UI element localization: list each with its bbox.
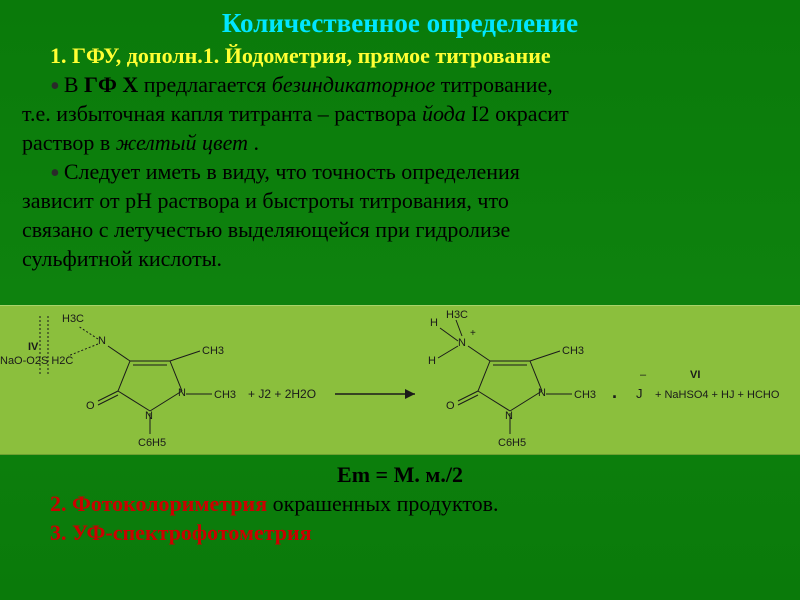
bullet-icon: • <box>50 71 60 102</box>
line-8: сульфитной кислоты. <box>22 244 778 273</box>
bullet-icon: • <box>50 158 60 189</box>
atom-N: N <box>178 387 186 399</box>
line-1-num: 1. <box>50 43 72 68</box>
atom-O: O <box>86 400 95 412</box>
label-c6h5: C6H5 <box>138 437 166 449</box>
reagents-left: + J2 + 2H2O <box>248 387 316 401</box>
line-3: т.е. избыточная капля титранта – раствор… <box>22 99 778 128</box>
slide: Количественное определение 1. ГФУ, допол… <box>0 0 800 600</box>
t: I2 окрасит <box>466 101 569 126</box>
atom-N: N <box>145 410 153 422</box>
atom-O: O <box>446 400 455 412</box>
left-molecule: N N O N H3C NaO-O2S H2C IV <box>0 313 236 449</box>
label-vi: VI <box>690 369 700 381</box>
line-7: связано с летучестью выделяющейся при ги… <box>22 215 778 244</box>
line-1-strong: ГФУ, дополн.1. Йодометрия, прямое титров… <box>72 43 551 68</box>
line-5: •Следует иметь в виду, что точность опре… <box>22 157 778 186</box>
arrow-icon <box>335 389 415 399</box>
atom-N: N <box>505 410 513 422</box>
label-iv: IV <box>28 341 39 353</box>
label-j: J <box>636 386 643 401</box>
label-minus: – <box>640 369 647 381</box>
t: . <box>248 130 259 155</box>
line-4: раствор в желтый цвет . <box>22 128 778 157</box>
reaction-strip: N N O N H3C NaO-O2S H2C IV <box>0 305 800 455</box>
label-ch3: CH3 <box>214 389 236 401</box>
strong: Фотоколориметрия <box>72 491 267 516</box>
t: титрование, <box>435 72 552 97</box>
line-1: 1. ГФУ, дополн.1. Йодометрия, прямое тит… <box>22 41 778 70</box>
line-6: зависит от рН раствора и быстроты титров… <box>22 186 778 215</box>
em-line: Em = М. м./2 <box>22 460 778 489</box>
atom-N: N <box>458 337 466 349</box>
bottom-line-3: 3. УФ-спектрофотометрия <box>22 518 778 547</box>
rest: окрашенных продуктов. <box>267 491 498 516</box>
bottom-block: Em = М. м./2 2. Фотоколориметрия окрашен… <box>22 460 778 547</box>
label-ch3: CH3 <box>202 345 224 357</box>
slide-title: Количественное определение <box>22 8 778 39</box>
t: В <box>64 72 84 97</box>
label-c6h5: C6H5 <box>498 437 526 449</box>
t: раствор в <box>22 130 116 155</box>
t: ГФ X <box>84 72 138 97</box>
reaction-diagram: N N O N H3C NaO-O2S H2C IV <box>0 306 800 456</box>
label-h: H <box>428 355 436 367</box>
t: безиндикаторное <box>272 72 435 97</box>
t: т.е. избыточная капля титранта – раствор… <box>22 101 422 126</box>
num: 2. <box>50 491 72 516</box>
products-right: + NaHSO4 + HJ + HCHO <box>655 389 780 401</box>
label-h3c: H3C <box>62 313 84 325</box>
label-h: H <box>430 317 438 329</box>
charge-plus: + <box>470 328 476 339</box>
label-h3c: H3C <box>446 309 468 321</box>
atom-N: N <box>538 387 546 399</box>
atom-N: N <box>98 335 106 347</box>
t: Следует иметь в виду, что точность опред… <box>64 159 520 184</box>
num: 3. <box>50 520 72 545</box>
line-2: •В ГФ X предлагается безиндикаторное тит… <box>22 70 778 99</box>
t: йода <box>422 101 466 126</box>
bottom-line-2: 2. Фотоколориметрия окрашенных продуктов… <box>22 489 778 518</box>
t: предлагается <box>138 72 272 97</box>
label-ch3: CH3 <box>562 345 584 357</box>
label-naoo2s: NaO-O2S H2C <box>0 355 73 367</box>
right-molecule: N N O N + H H H3C <box>428 309 596 449</box>
label-ch3: CH3 <box>574 389 596 401</box>
t: желтый цвет <box>116 130 248 155</box>
strong: УФ-спектрофотометрия <box>72 520 312 545</box>
dot: . <box>612 382 617 402</box>
